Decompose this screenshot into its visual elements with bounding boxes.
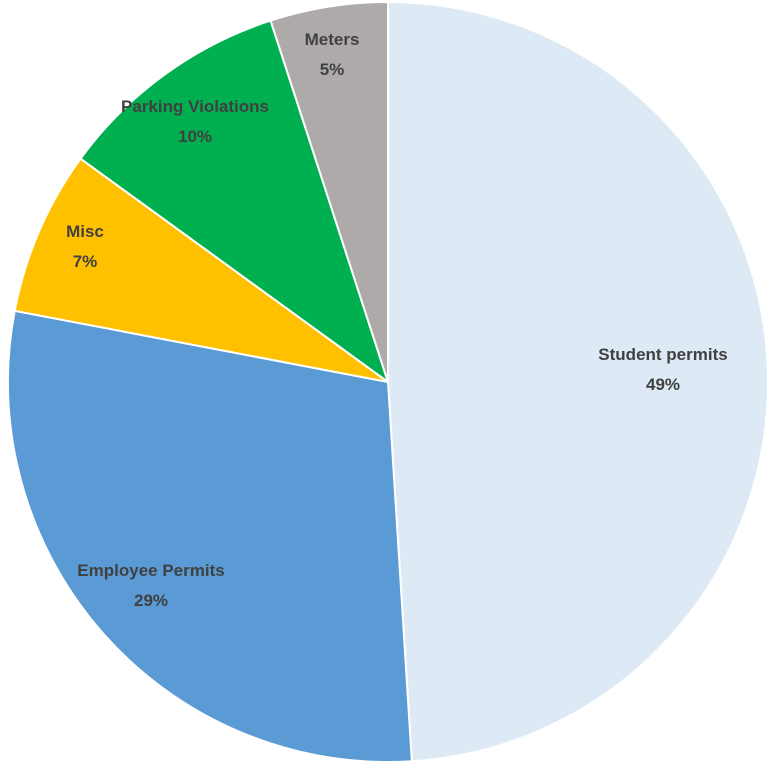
slice-label: Misc [66,222,104,241]
slice-label: Meters [305,30,360,49]
slice-percent-label: 49% [646,375,680,394]
slice-percent-label: 10% [178,127,212,146]
slice-label: Parking Violations [121,97,269,116]
slice-label: Student permits [598,345,727,364]
pie-slice-student-permits [387,0,769,763]
slice-percent-label: 5% [320,60,345,79]
pie-slice-misc [13,157,389,383]
pie-labels: Student permits 49% Employee Permits 29% Mis… [66,30,728,610]
slice-percent-label: 29% [134,591,168,610]
pie-slice-parking-violations [79,19,390,385]
pie-slice-meters [269,0,389,383]
slice-percent-label: 7% [73,252,98,271]
pie-slices [7,0,769,763]
pie-slice-employee-permits [7,309,413,763]
slice-label: Employee Permits [77,561,224,580]
